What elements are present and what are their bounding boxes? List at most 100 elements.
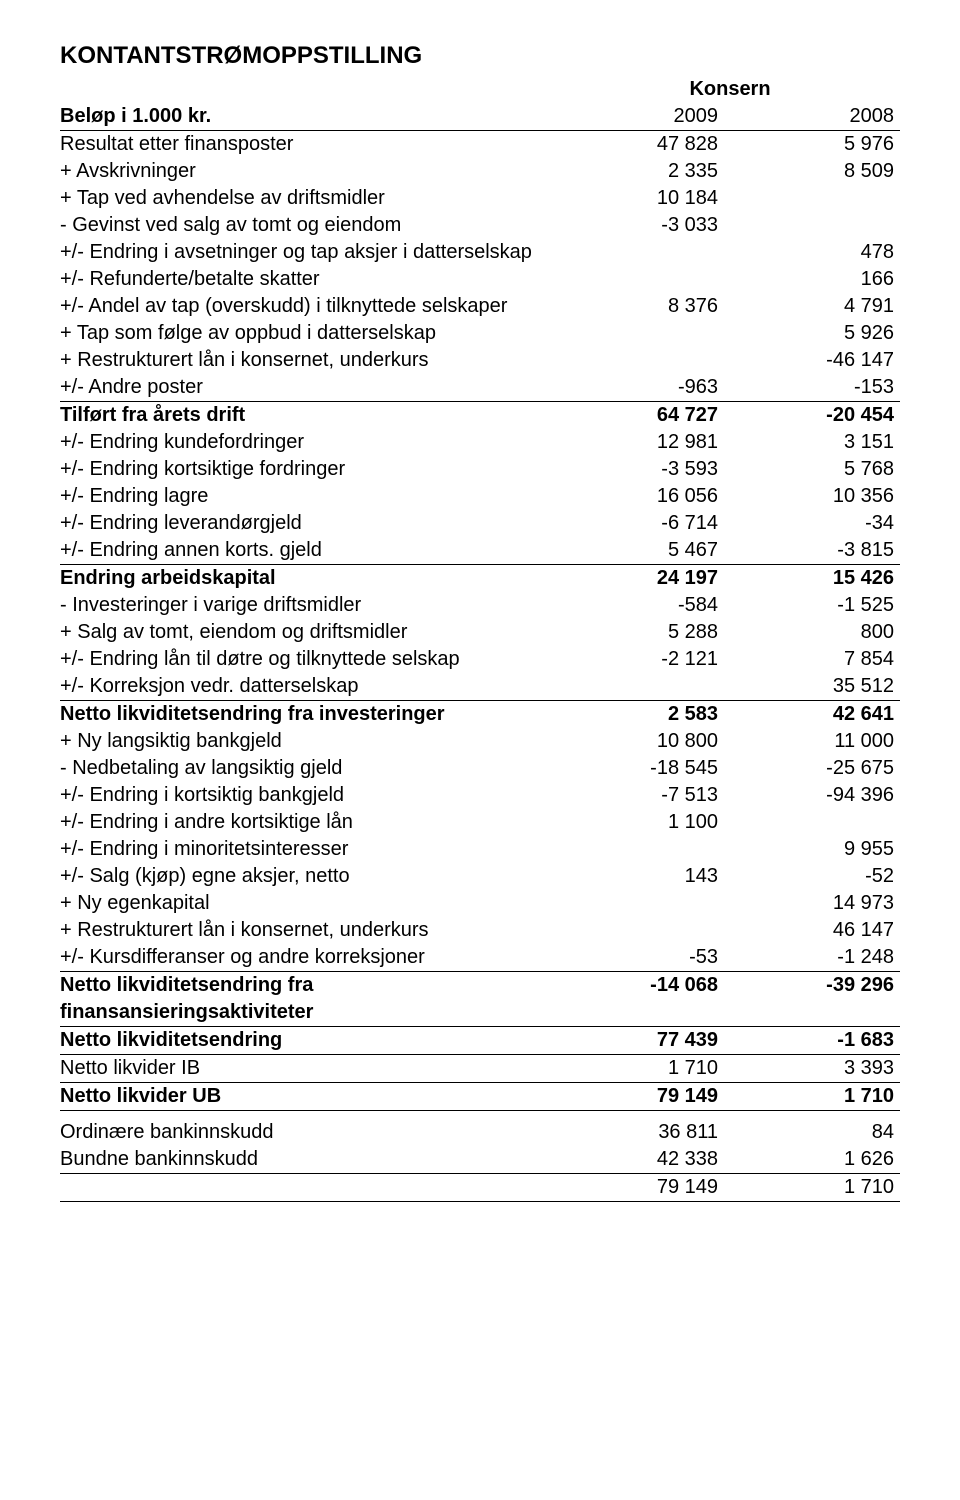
row-label: Netto likvider IB (60, 1055, 548, 1082)
row-label: +/- Endring lån til døtre og tilknyttede… (60, 646, 548, 673)
row-value-2009 (548, 320, 724, 347)
row-value-2009: 12 981 (548, 429, 724, 456)
year-row: Beløp i 1.000 kr. 2009 2008 (60, 103, 900, 131)
page-title: KONTANTSTRØMOPPSTILLING (60, 40, 900, 72)
row-value-2009 (548, 239, 724, 266)
row-label: +/- Andel av tap (overskudd) i tilknytte… (60, 293, 548, 320)
table-row: Netto likviditetsendring fra finansansie… (60, 972, 900, 1027)
row-value-2008: -94 396 (724, 782, 900, 809)
row-label: + Salg av tomt, eiendom og driftsmidler (60, 619, 548, 646)
row-value-2009: -2 121 (548, 646, 724, 673)
row-value-2008: 11 000 (724, 728, 900, 755)
row-label: +/- Refunderte/betalte skatter (60, 266, 548, 293)
row-value-2009: 2 583 (548, 701, 724, 728)
row-value-2009: 77 439 (548, 1027, 724, 1054)
table-row: Resultat etter finansposter47 8285 976 (60, 131, 900, 158)
row-value-2009: 79 149 (548, 1174, 724, 1201)
row-value-2009: -3 593 (548, 456, 724, 483)
row-label: +/- Salg (kjøp) egne aksjer, netto (60, 863, 548, 890)
table-row: Endring arbeidskapital24 19715 426 (60, 565, 900, 592)
row-value-2008: 10 356 (724, 483, 900, 510)
row-value-2008: -153 (724, 374, 900, 401)
row-label: + Tap ved avhendelse av driftsmidler (60, 185, 548, 212)
row-value-2008 (724, 212, 900, 239)
row-value-2008: 7 854 (724, 646, 900, 673)
row-label: Netto likviditetsendring fra finansansie… (60, 972, 548, 1026)
table-row: Netto likviditetsendring fra investering… (60, 701, 900, 728)
table-row: + Ny egenkapital14 973 (60, 890, 900, 917)
row-value-2008: 1 710 (724, 1083, 900, 1110)
row-label: +/- Endring i andre kortsiktige lån (60, 809, 548, 836)
row-value-2008: 166 (724, 266, 900, 293)
row-value-2009: -6 714 (548, 510, 724, 537)
row-value-2009: 8 376 (548, 293, 724, 320)
row-label: +/- Endring i kortsiktig bankgjeld (60, 782, 548, 809)
row-value-2009: -14 068 (548, 972, 724, 1026)
table-row: Netto likviditetsendring77 439-1 683 (60, 1027, 900, 1055)
table-row: + Tap ved avhendelse av driftsmidler10 1… (60, 185, 900, 212)
row-label: +/- Andre poster (60, 374, 548, 401)
row-label: + Tap som følge av oppbud i datterselska… (60, 320, 548, 347)
row-value-2008: -1 683 (724, 1027, 900, 1054)
table-row: +/- Andel av tap (overskudd) i tilknytte… (60, 293, 900, 320)
row-value-2008: 5 976 (724, 131, 900, 158)
row-value-2008: 14 973 (724, 890, 900, 917)
table-row: +/- Endring kundefordringer12 9813 151 (60, 429, 900, 456)
row-label: + Ny langsiktig bankgjeld (60, 728, 548, 755)
row-value-2009: 24 197 (548, 565, 724, 592)
table-row: +/- Endring i andre kortsiktige lån1 100 (60, 809, 900, 836)
row-value-2008: 478 (724, 239, 900, 266)
table-row: - Nedbetaling av langsiktig gjeld-18 545… (60, 755, 900, 782)
table-row: Ordinære bankinnskudd36 81184 (60, 1119, 900, 1146)
row-label: Bundne bankinnskudd (60, 1146, 548, 1173)
table-row: + Restrukturert lån i konsernet, underku… (60, 917, 900, 944)
table-row: +/- Endring i avsetninger og tap aksjer … (60, 239, 900, 266)
row-label: Netto likviditetsendring (60, 1027, 548, 1054)
row-value-2009 (548, 347, 724, 374)
row-value-2009 (548, 836, 724, 863)
row-value-2009 (548, 673, 724, 700)
row-label: - Investeringer i varige driftsmidler (60, 592, 548, 619)
row-value-2008: -3 815 (724, 537, 900, 564)
table-row: +/- Kursdifferanser og andre korreksjone… (60, 944, 900, 972)
table-row: + Tap som følge av oppbud i datterselska… (60, 320, 900, 347)
table-row: +/- Endring kortsiktige fordringer-3 593… (60, 456, 900, 483)
row-value-2008: 15 426 (724, 565, 900, 592)
row-value-2009: -3 033 (548, 212, 724, 239)
table-row: Netto likvider IB1 7103 393 (60, 1055, 900, 1083)
row-value-2009: 10 800 (548, 728, 724, 755)
table-row: Bundne bankinnskudd42 3381 626 (60, 1146, 900, 1174)
table-row: + Salg av tomt, eiendom og driftsmidler5… (60, 619, 900, 646)
row-label: +/- Endring annen korts. gjeld (60, 537, 548, 564)
row-value-2008: -34 (724, 510, 900, 537)
row-value-2009: 5 467 (548, 537, 724, 564)
row-value-2009: -7 513 (548, 782, 724, 809)
row-label: Netto likviditetsendring fra investering… (60, 701, 548, 728)
row-value-2009: 10 184 (548, 185, 724, 212)
row-value-2008: 1 626 (724, 1146, 900, 1173)
cashflow-footer: Ordinære bankinnskudd36 81184Bundne bank… (60, 1111, 900, 1202)
row-value-2008: 5 926 (724, 320, 900, 347)
row-value-2009: 2 335 (548, 158, 724, 185)
row-label: + Restrukturert lån i konsernet, underku… (60, 347, 548, 374)
row-value-2008: 1 710 (724, 1174, 900, 1201)
row-value-2009: 42 338 (548, 1146, 724, 1173)
row-label: +/- Endring kundefordringer (60, 429, 548, 456)
unit-label: Beløp i 1.000 kr. (60, 103, 548, 130)
year-2009: 2009 (548, 103, 724, 130)
row-value-2008: 42 641 (724, 701, 900, 728)
row-value-2009 (548, 266, 724, 293)
header-spacer (60, 76, 560, 103)
table-row: +/- Endring i minoritetsinteresser9 955 (60, 836, 900, 863)
row-value-2009: 1 100 (548, 809, 724, 836)
table-row: 79 1491 710 (60, 1174, 900, 1202)
table-row: +/- Endring leverandørgjeld-6 714-34 (60, 510, 900, 537)
table-row: +/- Endring lagre16 05610 356 (60, 483, 900, 510)
row-label: + Avskrivninger (60, 158, 548, 185)
row-label: +/- Endring i minoritetsinteresser (60, 836, 548, 863)
row-value-2008: 35 512 (724, 673, 900, 700)
row-label: Netto likvider UB (60, 1083, 548, 1110)
row-label: - Gevinst ved salg av tomt og eiendom (60, 212, 548, 239)
row-value-2008: -1 248 (724, 944, 900, 971)
row-value-2008: -46 147 (724, 347, 900, 374)
